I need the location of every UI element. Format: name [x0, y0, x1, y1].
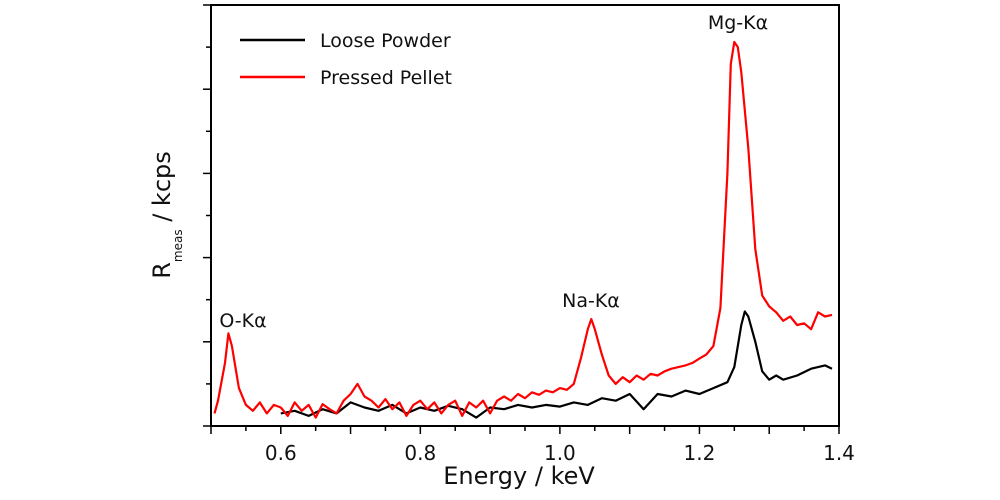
y-label-main: R: [148, 262, 176, 279]
annotation-mg-ka: Mg-Kα: [708, 12, 768, 34]
legend: Loose Powder Pressed Pellet: [240, 30, 452, 89]
annotation-na-ka: Na-Kα: [562, 290, 620, 312]
x-tick-label: 1.4: [823, 441, 855, 465]
x-tick-labels: 0.6 0.8 1.0 1.2 1.4: [265, 441, 855, 465]
series-line-loose-powder: [280, 310, 833, 419]
axis-ticks: [203, 4, 840, 434]
y-label-unit: / kcps: [148, 151, 176, 229]
y-axis-label: Rmeas / kcps: [148, 151, 185, 279]
series-layer: [213, 40, 833, 419]
plot-frame: [210, 4, 840, 427]
x-tick-label: 0.6: [265, 441, 297, 465]
legend-label-loose-powder: Loose Powder: [320, 30, 451, 52]
x-tick-label: 1.2: [684, 441, 716, 465]
x-tick-label: 1.0: [544, 441, 576, 465]
x-axis-label: Energy / keV: [443, 462, 595, 490]
y-label-subscript: meas: [171, 229, 185, 262]
legend-label-pressed-pellet: Pressed Pellet: [320, 67, 452, 89]
annotation-o-ka: O-Kα: [219, 310, 266, 332]
x-tick-label: 0.8: [404, 441, 436, 465]
series-line-pressed-pellet: [213, 40, 833, 419]
